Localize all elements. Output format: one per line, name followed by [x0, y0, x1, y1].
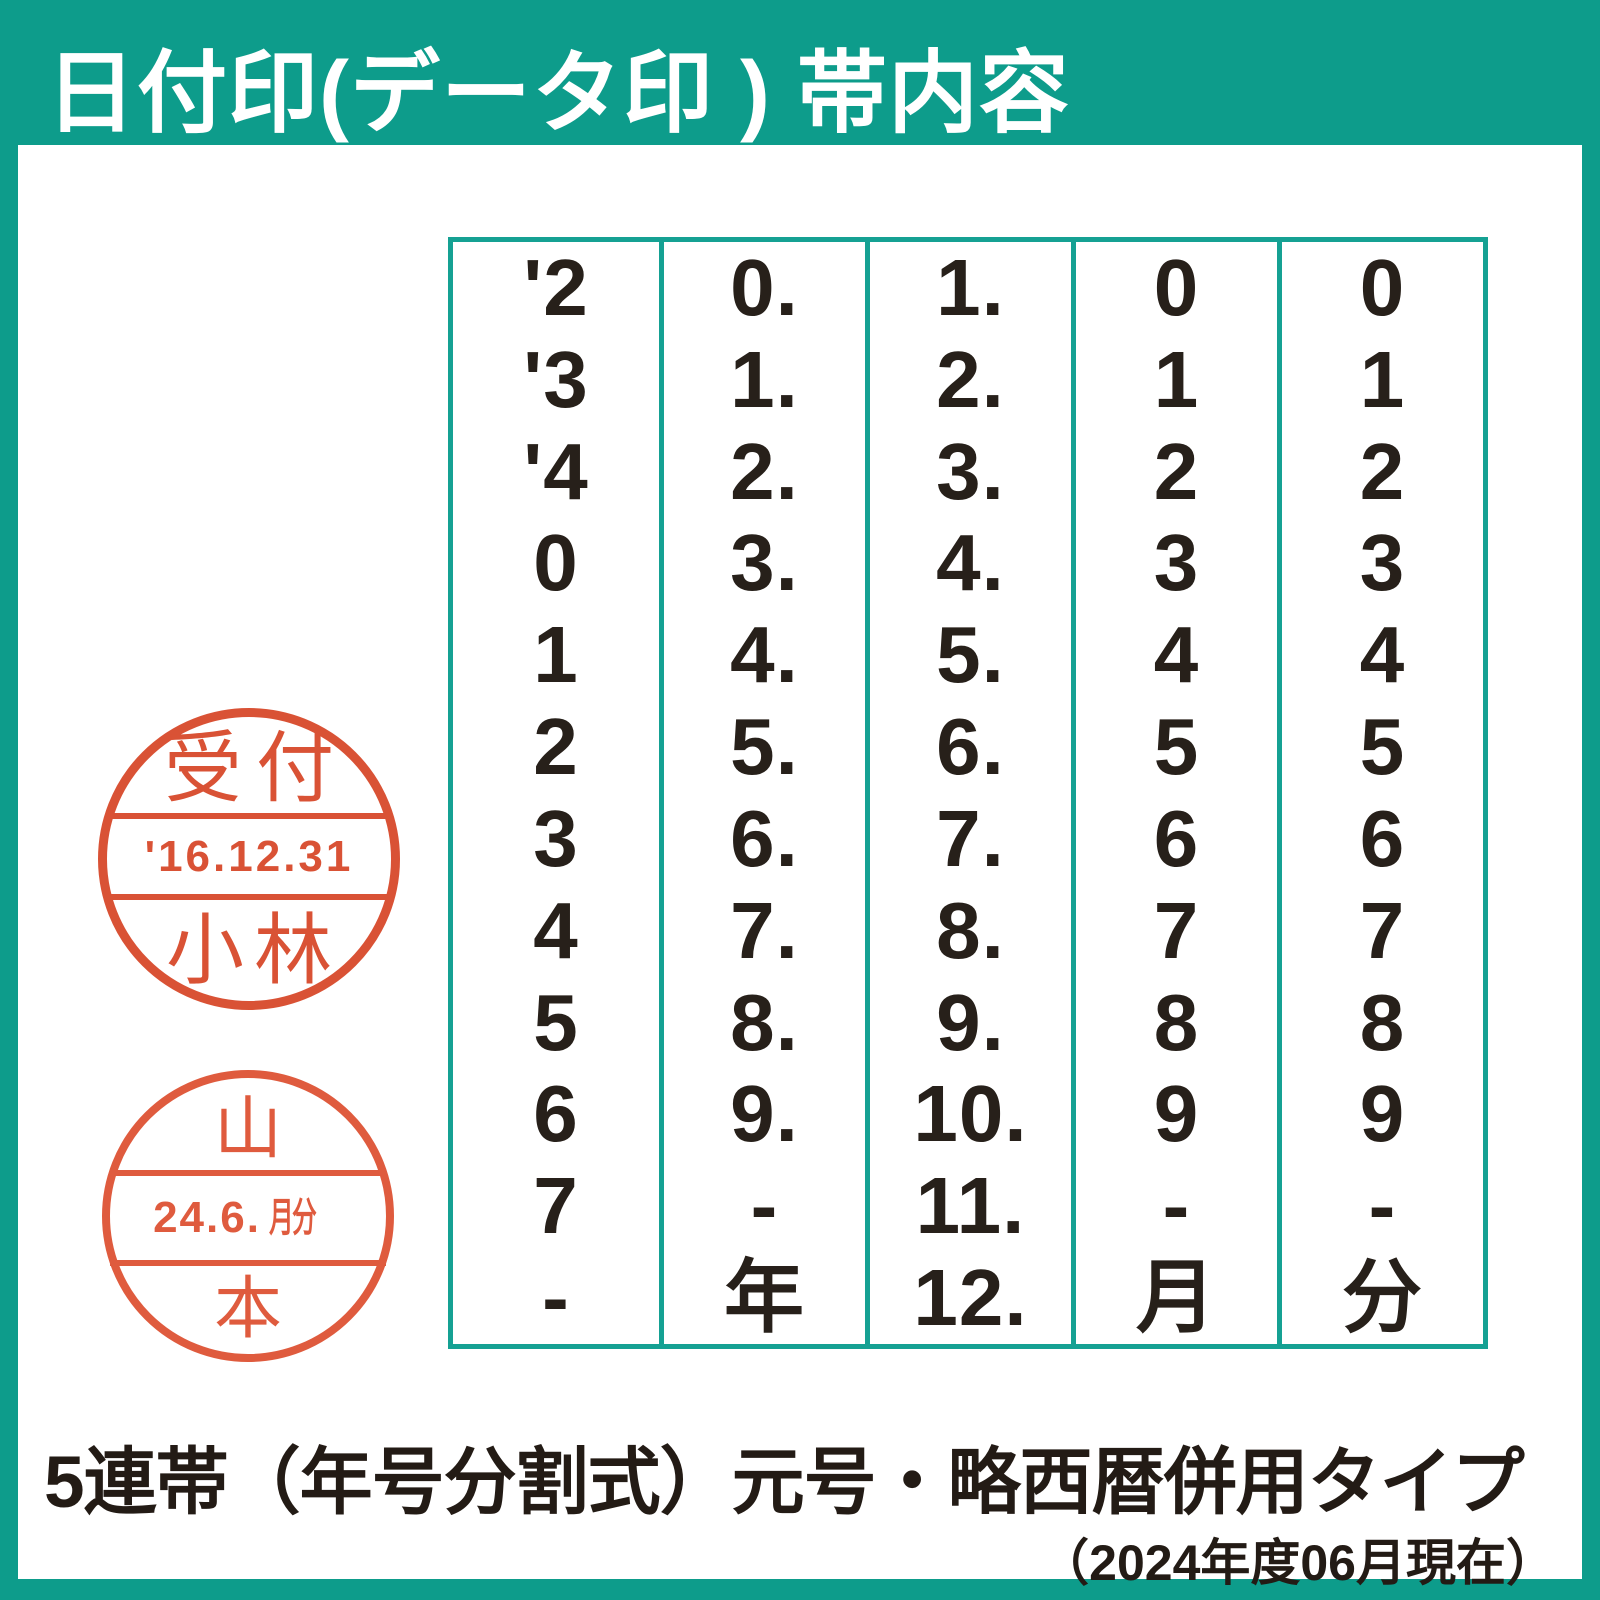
content-panel: 受付 '16.12.31 小林 山 24.6. 月分 本 '2 '3 '4 0 …	[18, 145, 1582, 1591]
band-cell: 0	[1153, 242, 1200, 332]
band-cell: 2	[1359, 426, 1406, 516]
band-cell: 4	[1153, 610, 1200, 700]
band-cell: '4	[523, 426, 589, 516]
band-cell: 3	[1359, 518, 1406, 608]
band-column-1: '2 '3 '4 0 1 2 3 4 5 6 7 -	[453, 242, 659, 1344]
band-cell: 7	[1153, 885, 1200, 975]
band-cell: 5	[533, 977, 579, 1067]
page-title: 日付印(データ印 ) 帯内容	[46, 44, 1070, 144]
band-cell: 9	[1153, 1069, 1200, 1159]
band-cell: 8.	[936, 885, 1005, 975]
band-cell: 8	[1359, 977, 1406, 1067]
band-cell: '3	[523, 334, 589, 424]
band-cell: '2	[523, 242, 589, 332]
band-column-5: 0 1 2 3 4 5 6 7 8 9 - 分	[1277, 242, 1483, 1344]
band-cell: 9.	[936, 977, 1005, 1067]
band-cell: -	[1368, 1161, 1397, 1251]
band-cell: 0.	[730, 242, 799, 332]
band-column-3: 1. 2. 3. 4. 5. 6. 7. 8. 9. 10. 11. 12.	[865, 242, 1071, 1344]
band-cell: 0	[1359, 242, 1406, 332]
stamp-date-band: '16.12.31	[107, 813, 391, 900]
band-cell: 7.	[730, 885, 799, 975]
stamp-date-number: 24.6.	[153, 1193, 261, 1242]
band-cell: 5	[1153, 702, 1200, 792]
band-contents-table: '2 '3 '4 0 1 2 3 4 5 6 7 - 0. 1. 2. 3. 4…	[448, 237, 1488, 1349]
band-cell: 月	[1136, 1253, 1217, 1343]
caption-type-label: 5連帯（年号分割式）元号・略西暦併用タイプ	[44, 1442, 1525, 1523]
band-cell: 6	[533, 1069, 579, 1159]
band-cell: 2	[533, 702, 579, 792]
band-cell: 2.	[936, 334, 1005, 424]
stamp-bottom-text: 本	[213, 1270, 282, 1349]
band-cell: 3	[533, 793, 579, 883]
band-cell: 1	[533, 610, 579, 700]
band-cell: -	[750, 1161, 779, 1251]
band-cell: 6.	[936, 702, 1005, 792]
band-cell: 7	[1359, 885, 1406, 975]
band-column-4: 0 1 2 3 4 5 6 7 8 9 - 月	[1071, 242, 1277, 1344]
band-cell: 2.	[730, 426, 799, 516]
band-cell: 1.	[936, 242, 1005, 332]
band-column-2: 0. 1. 2. 3. 4. 5. 6. 7. 8. 9. - 年	[659, 242, 865, 1344]
stamp-bottom-text: 小林	[165, 905, 342, 996]
band-cell: 7.	[936, 793, 1005, 883]
band-cell: 5.	[730, 702, 799, 792]
band-cell: 4	[533, 885, 579, 975]
band-cell: 2	[1153, 426, 1200, 516]
band-cell: -	[1162, 1161, 1191, 1251]
band-cell: 12.	[913, 1253, 1028, 1343]
band-cell: 9	[1359, 1069, 1406, 1159]
band-cell: 3.	[730, 518, 799, 608]
caption-as-of-date: （2024年度06月現在）	[1039, 1535, 1556, 1591]
band-cell: 1	[1359, 334, 1406, 424]
stamp-date-unit: 月分	[268, 1196, 317, 1240]
band-cell: 5	[1359, 702, 1406, 792]
band-cell: 分	[1342, 1253, 1423, 1343]
band-cell: 11.	[915, 1161, 1026, 1251]
band-cell: 1.	[730, 334, 799, 424]
band-cell: 0	[533, 518, 579, 608]
band-cell: 5.	[936, 610, 1005, 700]
band-cell: 9.	[730, 1069, 799, 1159]
band-cell: 3	[1153, 518, 1200, 608]
band-cell: 3.	[936, 426, 1005, 516]
band-cell: 8	[1153, 977, 1200, 1067]
stamp-top-text: 受付	[163, 724, 348, 814]
band-cell: 6	[1153, 793, 1200, 883]
reception-date-stamp: 受付 '16.12.31 小林	[98, 708, 400, 1010]
band-cell: 8.	[730, 977, 799, 1067]
stamp-date-band: 24.6. 月分	[110, 1170, 386, 1266]
band-cell: 4.	[936, 518, 1005, 608]
stamp-top-text: 山	[213, 1090, 282, 1169]
band-cell: 4.	[730, 610, 799, 700]
yamamoto-date-stamp: 山 24.6. 月分 本	[102, 1070, 394, 1362]
band-cell: 1	[1153, 334, 1200, 424]
band-cell: 6.	[730, 793, 799, 883]
band-cell: 6	[1359, 793, 1406, 883]
band-cell: 7	[533, 1161, 579, 1251]
band-cell: 4	[1359, 610, 1406, 700]
band-cell: 年	[724, 1253, 805, 1343]
band-cell: 10.	[913, 1069, 1028, 1159]
band-cell: -	[542, 1253, 570, 1343]
